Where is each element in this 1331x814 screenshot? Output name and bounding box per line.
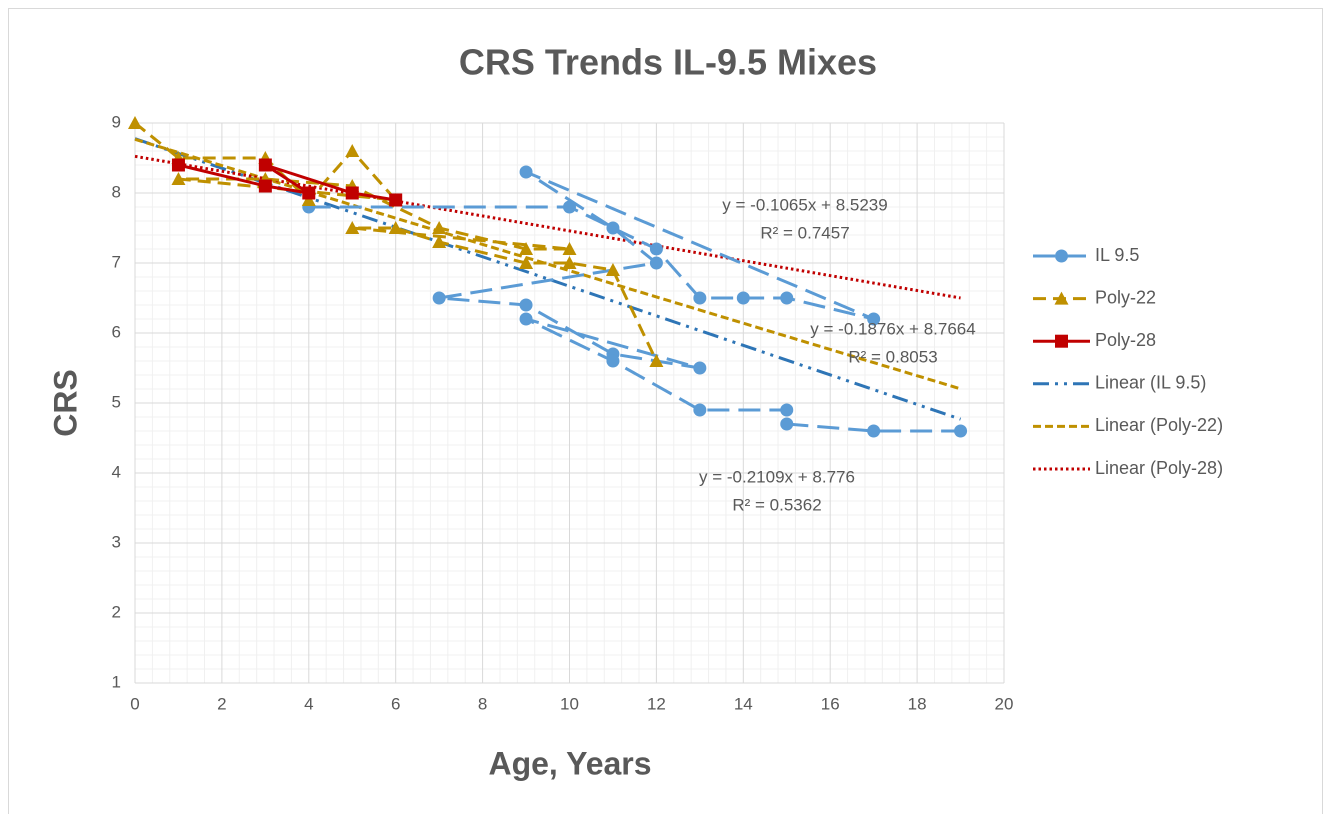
y-axis-label: CRS [47,369,83,437]
legend-label: IL 9.5 [1095,245,1139,265]
data-point [302,186,316,200]
y-tick-label: 7 [112,252,121,271]
data-point [432,235,447,248]
data-point [432,221,447,234]
x-tick-label: 10 [560,694,579,713]
data-point [649,242,663,256]
y-tick-label: 1 [112,672,121,691]
data-point [519,256,534,269]
legend-marker [1055,249,1068,263]
data-point [780,403,794,417]
data-point [867,312,881,326]
legend-label: Linear (IL 9.5) [1095,373,1206,393]
chart-frame [8,8,1323,814]
trendline [134,137,962,421]
data-point [693,291,707,305]
trend-equation: y = -0.2109x + 8.776 [699,467,855,486]
data-point [519,312,533,326]
trend-r2: R² = 0.5362 [732,495,821,514]
y-tick-label: 2 [112,602,121,621]
y-tick-label: 9 [112,112,121,131]
series-line [178,163,396,202]
legend-label: Poly-28 [1095,330,1156,350]
data-point [432,291,446,305]
data-point [171,158,185,172]
data-point [562,256,577,269]
legend-label: Linear (Poly-22) [1095,415,1223,435]
data-point [128,116,142,129]
data-point [606,354,620,368]
data-point [562,242,577,255]
x-tick-label: 6 [391,694,400,713]
data-point [519,298,533,312]
trend-equation: y = -0.1065x + 8.5239 [722,195,887,214]
x-tick-label: 14 [734,694,753,713]
data-point [171,172,186,185]
x-tick-label: 2 [217,694,226,713]
legend-label: Linear (Poly-28) [1095,458,1223,478]
data-point [780,417,794,431]
data-point [345,144,360,157]
trend-equation: y = -0.1876x + 8.7664 [810,319,975,338]
data-point [389,193,403,207]
x-tick-label: 20 [995,694,1014,713]
x-axis-label: Age, Years [488,745,651,781]
trend-r2: R² = 0.7457 [760,223,849,242]
data-point [736,291,750,305]
legend-marker [1055,334,1068,348]
y-tick-label: 8 [112,182,121,201]
legend-label: Poly-22 [1095,287,1156,307]
x-tick-label: 12 [647,694,666,713]
data-point [867,424,881,438]
x-tick-label: 0 [130,694,139,713]
y-tick-label: 6 [112,322,121,341]
x-tick-label: 18 [908,694,927,713]
data-point [649,256,663,270]
y-tick-label: 4 [112,462,121,481]
data-point [345,186,359,200]
data-point [258,179,272,193]
x-tick-label: 8 [478,694,487,713]
trend-r2: R² = 0.8053 [848,347,937,366]
data-point [693,361,707,375]
legend-marker [1054,291,1069,305]
data-point [519,242,534,255]
data-point [519,165,533,179]
series-line [308,170,961,433]
x-tick-label: 16 [821,694,840,713]
data-point [563,200,576,214]
x-tick-label: 4 [304,694,313,713]
data-point [345,221,360,234]
data-point [605,263,620,276]
y-tick-label: 3 [112,532,121,551]
data-point [649,354,664,367]
data-point [606,221,620,235]
chart-title: CRS Trends IL-9.5 Mixes [459,42,877,83]
data-point [954,424,968,438]
y-tick-label: 5 [112,392,121,411]
data-point [693,403,707,417]
data-point [780,291,794,305]
data-point [258,158,272,172]
data-point [388,221,403,234]
